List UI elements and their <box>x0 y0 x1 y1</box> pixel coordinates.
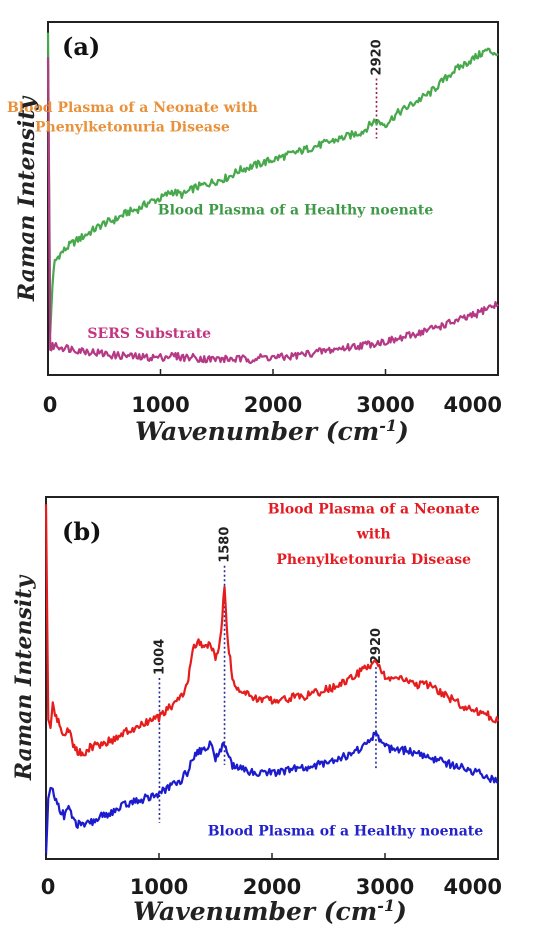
x-tick-label: 2000 <box>243 875 301 899</box>
panel-label-b: (b) <box>62 517 102 546</box>
x-axis-label-b-sup: -1 <box>377 896 395 915</box>
x-axis-label-a-main: Wavenumber (cm <box>135 417 379 446</box>
series-annotation: SERS Substrate <box>87 326 211 342</box>
y-axis-label-a: Raman Intensity <box>14 95 40 303</box>
x-ticks-a: 0 1000 2000 3000 4000 <box>43 369 502 417</box>
series-line <box>44 730 499 856</box>
panel-label-a: (a) <box>62 32 100 61</box>
series-line <box>46 32 499 334</box>
x-axis-label-a: Wavenumber (cm-1) <box>135 416 409 446</box>
x-ticks-b: 0 1000 2000 3000 4000 <box>41 853 502 899</box>
x-axis-label-a-sup: -1 <box>379 416 397 435</box>
series-line <box>44 504 500 757</box>
x-tick-label: 0 <box>43 393 58 417</box>
panel-b: 1004 1580 2920 Blood Plasma of a Neonate wi… <box>11 496 502 926</box>
series-annotation: Blood Plasma of a Healthy noenate <box>208 823 484 839</box>
series-annotation: Blood Plasma of a Neonate with <box>7 100 258 116</box>
peak-label: 2920 <box>370 39 385 75</box>
x-axis-label-b-main: Wavenumber (cm <box>133 897 377 926</box>
annotations-b: Blood Plasma of a Neonate with Phenylketon… <box>208 501 484 839</box>
x-tick-label: 2000 <box>244 393 302 417</box>
x-axis-label-b: Wavenumber (cm-1) <box>133 896 407 926</box>
peak-markers-a: 2920 <box>370 39 385 139</box>
x-axis-label-a-end: ) <box>396 417 409 446</box>
x-axis-label-b-end: ) <box>394 897 407 926</box>
x-tick-label: 0 <box>41 875 56 899</box>
series-line <box>46 57 499 365</box>
series-annotation: Blood Plasma of a Neonate <box>268 501 480 517</box>
x-tick-label: 1000 <box>131 393 189 417</box>
series-layer-a <box>46 32 499 365</box>
series-annotation: Phenylketonuria Disease <box>276 552 471 568</box>
series-layer-b <box>44 504 500 856</box>
annotations-a: Blood Plasma of a Neonate with Phenylketo… <box>7 100 433 342</box>
peak-label: 1580 <box>218 527 233 563</box>
x-tick-label: 1000 <box>130 875 188 899</box>
x-tick-label: 4000 <box>444 875 502 899</box>
series-annotation: Phenylketonuria Disease <box>35 119 230 135</box>
x-tick-label: 4000 <box>444 393 502 417</box>
panel-a: 2920 Blood Plasma of a Neonate with Pheny… <box>7 21 502 446</box>
peak-label: 1004 <box>152 639 167 675</box>
series-annotation: Blood Plasma of a Healthy noenate <box>158 202 434 218</box>
x-tick-label: 3000 <box>356 393 414 417</box>
peak-label: 2920 <box>369 628 384 664</box>
x-tick-label: 3000 <box>356 875 414 899</box>
y-axis-label-b: Raman Intensity <box>11 574 37 782</box>
plot-frame-a <box>47 21 499 376</box>
series-annotation: with <box>356 527 391 543</box>
peak-markers-b: 1004 1580 2920 <box>152 527 384 823</box>
